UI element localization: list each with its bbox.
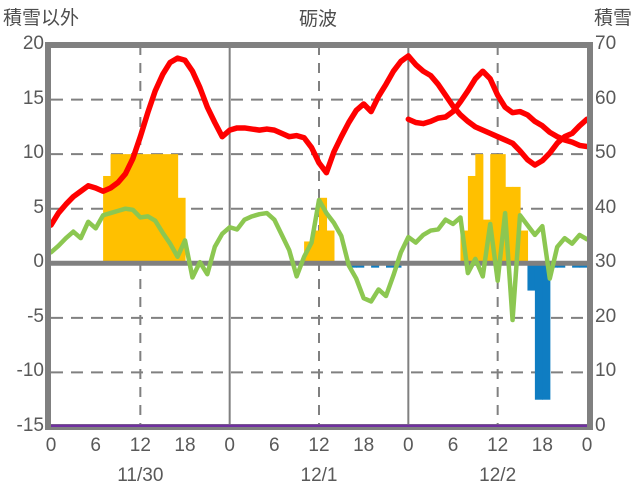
降水量 bbox=[162, 154, 171, 264]
y-tick-right: 30 bbox=[595, 251, 617, 273]
day-label: 12/2 bbox=[479, 465, 517, 486]
y-tick-left: -5 bbox=[27, 305, 44, 327]
y-tick-right: 50 bbox=[595, 142, 617, 164]
y-tick-right: 40 bbox=[595, 196, 617, 218]
y-tick-right: 60 bbox=[595, 87, 617, 109]
x-tick: 0 bbox=[403, 435, 414, 456]
降水量 bbox=[467, 175, 476, 264]
降水量 bbox=[155, 154, 164, 264]
降水量 bbox=[505, 186, 514, 264]
day-label: 11/30 bbox=[117, 465, 164, 486]
降水量 bbox=[110, 154, 119, 264]
y-tick-left: -10 bbox=[16, 360, 44, 382]
x-tick: 6 bbox=[447, 435, 459, 456]
気温(2日目以降) bbox=[405, 68, 587, 150]
降水量 bbox=[177, 197, 186, 264]
降水量 bbox=[319, 197, 328, 264]
降水量 bbox=[475, 154, 484, 264]
y-tick-left: 10 bbox=[22, 142, 44, 164]
x-tick: 6 bbox=[269, 435, 280, 456]
降水量 bbox=[490, 154, 499, 264]
y-tick-left: 15 bbox=[22, 87, 44, 109]
x-tick: 6 bbox=[90, 435, 101, 456]
気温 bbox=[51, 53, 587, 228]
降水量 bbox=[326, 230, 335, 264]
y-tick-right: 10 bbox=[595, 360, 617, 382]
chart-title: 砺波 bbox=[298, 9, 337, 30]
降水量 bbox=[311, 230, 320, 264]
x-tick: 0 bbox=[45, 435, 57, 456]
left-axis-title: 積雪以外 bbox=[3, 8, 80, 29]
降水量 bbox=[497, 154, 506, 264]
x-tick: 18 bbox=[531, 435, 553, 456]
right-axis-title: 積雪 bbox=[593, 8, 632, 29]
積雪差 bbox=[542, 263, 551, 400]
降水量 bbox=[147, 154, 156, 264]
降水量 bbox=[132, 154, 141, 264]
降水量 bbox=[520, 230, 529, 264]
day-label: 12/1 bbox=[300, 465, 338, 486]
降水量 bbox=[140, 154, 149, 264]
x-tick: 18 bbox=[174, 435, 196, 456]
y-tick-left: 20 bbox=[22, 33, 44, 54]
風速 bbox=[51, 197, 587, 323]
wind-line bbox=[51, 197, 587, 323]
積雪差 bbox=[534, 263, 543, 400]
x-tick: 0 bbox=[581, 435, 593, 456]
降水量 bbox=[103, 175, 112, 264]
x-tick: 12 bbox=[487, 435, 509, 456]
snow-change-bars bbox=[348, 263, 587, 400]
y-tick-left: -15 bbox=[16, 415, 44, 436]
積雪差 bbox=[527, 263, 536, 291]
降水量 bbox=[170, 154, 179, 264]
y-tick-left: 0 bbox=[33, 251, 44, 273]
y-tick-right: 70 bbox=[595, 33, 617, 54]
降水量 bbox=[512, 186, 521, 264]
x-tick: 0 bbox=[224, 435, 235, 456]
x-tick: 12 bbox=[308, 435, 330, 456]
x-tick: 18 bbox=[353, 435, 375, 456]
y-tick-left: 5 bbox=[33, 196, 44, 218]
chart-canvas bbox=[51, 45, 587, 427]
y-tick-right: 0 bbox=[595, 415, 606, 436]
y-tick-right: 20 bbox=[595, 305, 617, 327]
temperature-line bbox=[51, 53, 587, 228]
x-tick: 12 bbox=[129, 435, 151, 456]
